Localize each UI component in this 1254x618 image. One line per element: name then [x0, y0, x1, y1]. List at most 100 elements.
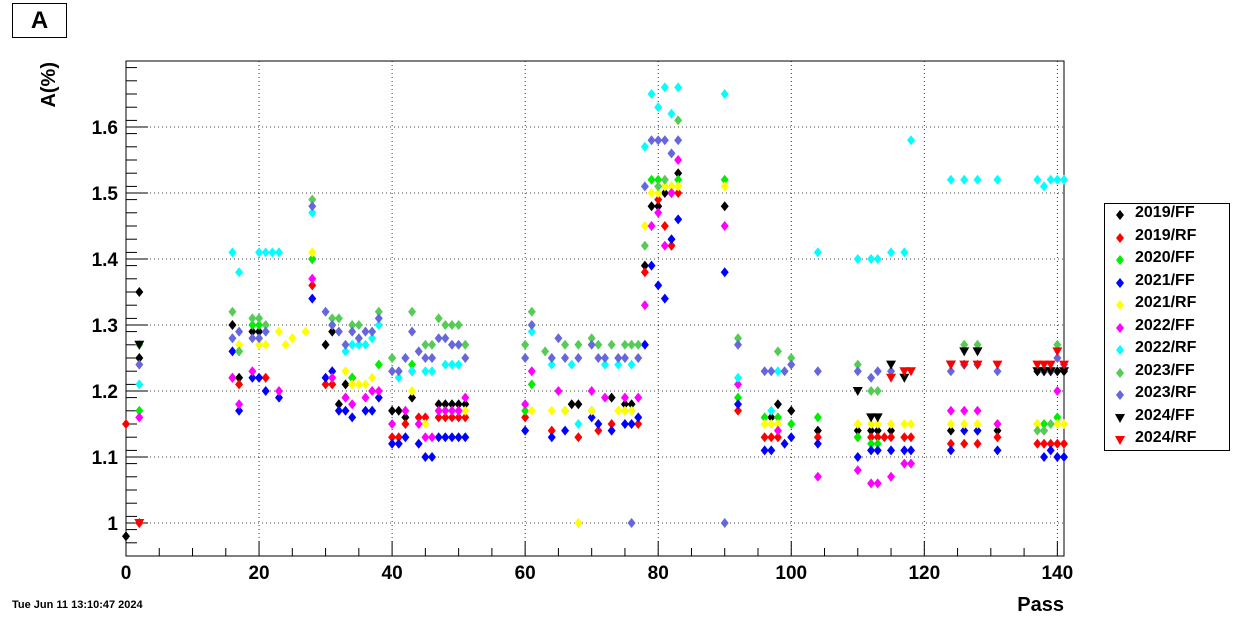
data-point [873, 438, 882, 449]
legend-label: 2020/FF [1135, 249, 1195, 266]
data-point [960, 438, 969, 449]
data-point [454, 412, 463, 423]
data-point [647, 89, 656, 99]
data-point [421, 366, 430, 377]
data-point [993, 425, 1002, 436]
legend-marker-shape [1116, 390, 1124, 400]
data-point [906, 419, 915, 429]
data-point [654, 102, 663, 113]
legend-marker-shape [1116, 210, 1124, 220]
data-point [660, 188, 669, 198]
data-point [620, 405, 629, 416]
data-point [228, 346, 237, 357]
data-point [654, 181, 663, 192]
data-point [734, 379, 743, 390]
series-2020-ff [135, 174, 1062, 449]
data-point [899, 367, 910, 377]
data-point [321, 306, 330, 317]
data-point [354, 339, 363, 350]
data-point [674, 155, 683, 165]
data-point [461, 339, 470, 350]
data-point [887, 366, 896, 377]
data-point [640, 260, 649, 271]
data-point [1053, 366, 1062, 377]
data-point [773, 425, 782, 436]
data-point [813, 438, 822, 449]
data-point [973, 405, 982, 416]
data-point [134, 340, 145, 350]
data-point [408, 326, 417, 337]
diamond-marker-icon [1116, 322, 1124, 333]
data-point [394, 438, 403, 449]
data-point [959, 360, 970, 370]
data-point [1046, 445, 1055, 456]
y-tick-label: 1.6 [92, 118, 118, 139]
data-point [627, 339, 636, 350]
data-point [1053, 174, 1062, 185]
data-point [767, 412, 776, 423]
data-point [760, 366, 769, 377]
data-point [401, 412, 410, 423]
legend-label: 2021/RF [1135, 294, 1197, 311]
data-point [620, 339, 629, 350]
legend-marker-shape [1116, 300, 1124, 310]
data-point [813, 366, 822, 377]
data-point [441, 333, 450, 344]
data-point [341, 405, 350, 416]
data-point [374, 359, 383, 370]
data-point [334, 326, 343, 337]
data-point [614, 353, 623, 363]
data-point [734, 333, 743, 344]
data-point [348, 339, 357, 350]
data-point [674, 82, 683, 93]
data-point [654, 194, 663, 205]
data-point [1060, 452, 1068, 462]
data-point [1033, 174, 1042, 185]
data-point [421, 432, 430, 443]
data-point [960, 174, 969, 185]
data-point [640, 240, 649, 251]
data-point [627, 405, 636, 416]
x-tick-label: 60 [515, 563, 536, 584]
data-point [1046, 419, 1055, 429]
data-point [248, 313, 257, 324]
data-point [587, 412, 596, 423]
data-point [574, 419, 583, 429]
legend-marker-shape [1116, 255, 1124, 265]
data-point [945, 360, 956, 370]
data-point [228, 333, 237, 344]
data-point [867, 254, 876, 264]
data-point [394, 432, 403, 443]
data-point [880, 432, 889, 443]
data-point [374, 306, 383, 317]
data-point [134, 519, 145, 528]
data-point [1059, 367, 1069, 377]
data-point [368, 386, 377, 396]
legend-item: 2024/FF [1105, 407, 1229, 429]
data-point [780, 438, 789, 449]
data-point [527, 405, 536, 416]
data-point [328, 372, 337, 383]
data-point [308, 247, 317, 258]
data-point [268, 247, 277, 258]
data-point [434, 412, 443, 423]
data-point [561, 425, 570, 436]
data-point [275, 247, 284, 258]
data-point [960, 339, 969, 350]
data-point [647, 260, 656, 271]
data-point [1053, 412, 1062, 423]
data-point [773, 366, 782, 377]
data-point [255, 333, 264, 344]
data-point [667, 108, 676, 119]
data-point [647, 174, 656, 185]
data-point [354, 320, 363, 330]
data-point [787, 353, 796, 363]
data-point [734, 405, 743, 416]
data-point [401, 405, 410, 416]
series-2023-ff [135, 115, 1062, 436]
data-point [441, 320, 450, 330]
data-point [401, 432, 410, 443]
data-point [521, 405, 530, 416]
data-point [135, 359, 144, 370]
diamond-marker-icon [1116, 277, 1124, 288]
